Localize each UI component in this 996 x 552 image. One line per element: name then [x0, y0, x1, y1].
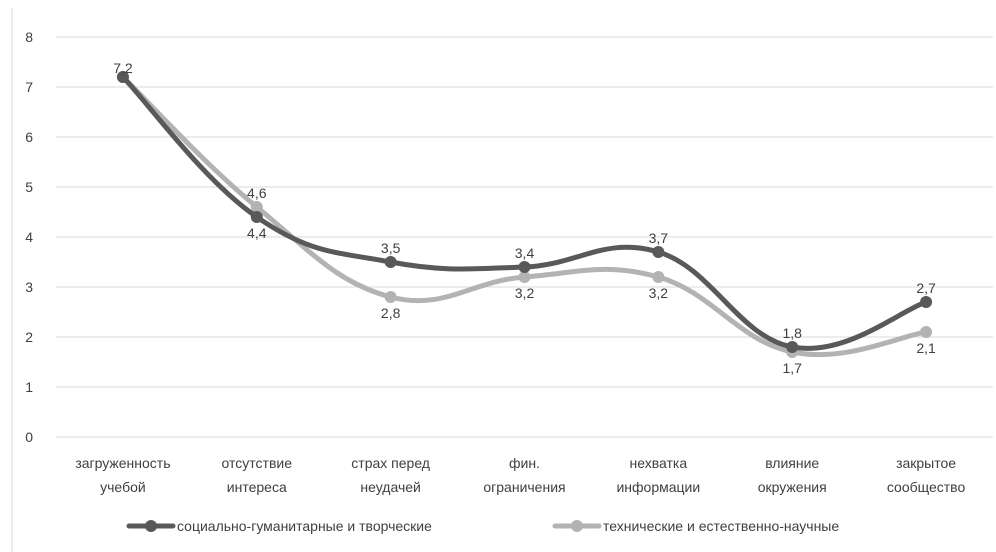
x-category-label: фин. ограничения: [483, 455, 565, 495]
data-label: 4,6: [247, 185, 267, 201]
x-category-label-line: интереса: [227, 479, 287, 495]
legend: социально-гуманитарные и творческие техни…: [126, 518, 839, 534]
x-axis-category-labels: загруженность учебой отсутствие интереса стр…: [75, 455, 965, 495]
y-tick-label: 8: [25, 29, 33, 45]
x-category-label-line: страх перед: [351, 455, 430, 471]
x-category-label-line: отсутствие: [222, 455, 293, 471]
series-1-point: [384, 291, 397, 303]
series-line-0: [120, 74, 929, 351]
series-line-1: [120, 74, 929, 358]
data-label: 3,5: [381, 240, 401, 256]
legend-label: социально-гуманитарные и творческие: [177, 518, 432, 534]
series-0-point: [116, 71, 129, 83]
x-category-label-line: влияние: [765, 455, 819, 471]
data-label: 2,1: [916, 340, 936, 356]
y-tick-label: 6: [25, 129, 33, 145]
series-0-point: [384, 256, 397, 268]
x-category-label-line: закрытое: [896, 455, 956, 471]
series-0-point: [786, 341, 799, 353]
series-0-point: [518, 261, 531, 273]
x-category-label: загруженность учебой: [75, 455, 170, 495]
series-lines: [116, 71, 933, 358]
x-category-label: страх перед неудачей: [351, 455, 430, 495]
data-label: 3,2: [649, 285, 669, 301]
legend-swatch-marker: [571, 520, 583, 532]
data-label: 1,7: [782, 360, 802, 376]
x-category-label-line: неудачей: [360, 479, 420, 495]
y-tick-label: 7: [25, 79, 33, 95]
series-1-point: [652, 271, 665, 283]
series-0-point: [652, 246, 665, 258]
x-category-label: нехватка информации: [616, 455, 700, 495]
data-label: 2,8: [381, 305, 401, 321]
gridlines: [56, 36, 993, 438]
series-1-point: [250, 201, 263, 213]
x-category-label-line: ограничения: [483, 479, 565, 495]
data-label: 3,7: [649, 230, 669, 246]
y-tick-label: 0: [25, 429, 33, 445]
y-tick-label: 1: [25, 379, 33, 395]
y-tick-label: 3: [25, 279, 33, 295]
x-category-label-line: окружения: [758, 479, 827, 495]
data-label: 3,4: [515, 245, 535, 261]
x-category-label-line: фин.: [509, 455, 540, 471]
x-category-label: влияние окружения: [758, 455, 827, 495]
series-0-point: [920, 296, 933, 308]
y-tick-label: 2: [25, 329, 33, 345]
y-axis-tick-labels: 0 1 2 3 4 5 6 7 8: [25, 29, 33, 445]
data-label: 1,8: [782, 325, 802, 341]
x-category-label-line: загруженность: [75, 455, 170, 471]
legend-swatch-marker: [145, 520, 157, 532]
data-label: 3,2: [515, 285, 535, 301]
series-0-point: [250, 211, 263, 223]
series-1-point: [920, 326, 933, 338]
x-category-label: закрытое сообщество: [887, 455, 966, 495]
legend-label: технические и естественно-научные: [603, 518, 839, 534]
data-label: 2,7: [916, 280, 936, 296]
x-category-label-line: сообщество: [887, 479, 966, 495]
data-labels: 7,2 4,6 4,4 3,5 2,8 3,4 3,2 3,7 3,2 1,8 1,7 2,7 2,1: [113, 60, 936, 376]
x-category-label-line: учебой: [100, 479, 146, 495]
data-label: 4,4: [247, 225, 267, 241]
y-tick-label: 4: [25, 229, 33, 245]
y-tick-label: 5: [25, 179, 33, 195]
x-category-label-line: информации: [616, 479, 700, 495]
data-label: 7,2: [113, 60, 133, 76]
series-1-point: [518, 271, 531, 283]
x-category-label: отсутствие интереса: [222, 455, 293, 495]
x-category-label-line: нехватка: [630, 455, 688, 471]
